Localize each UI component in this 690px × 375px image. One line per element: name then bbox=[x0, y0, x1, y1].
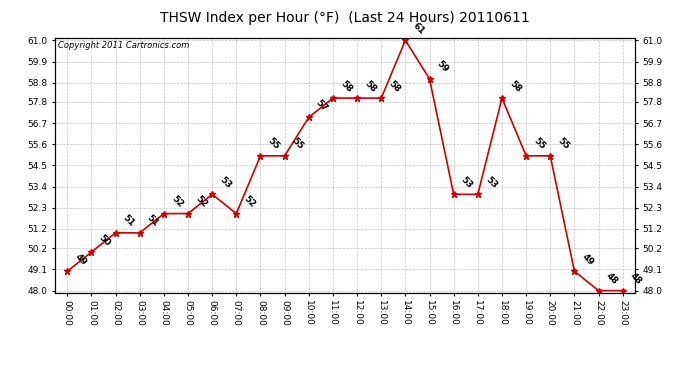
Text: 59: 59 bbox=[435, 59, 451, 75]
Text: 53: 53 bbox=[460, 175, 475, 190]
Text: 53: 53 bbox=[484, 175, 499, 190]
Text: 52: 52 bbox=[170, 194, 185, 209]
Text: 58: 58 bbox=[508, 79, 523, 94]
Text: 55: 55 bbox=[266, 136, 282, 152]
Text: 61: 61 bbox=[411, 21, 426, 36]
Text: 55: 55 bbox=[556, 136, 571, 152]
Text: THSW Index per Hour (°F)  (Last 24 Hours) 20110611: THSW Index per Hour (°F) (Last 24 Hours)… bbox=[160, 11, 530, 25]
Text: 51: 51 bbox=[121, 213, 137, 229]
Text: 52: 52 bbox=[194, 194, 209, 209]
Text: 58: 58 bbox=[363, 79, 378, 94]
Text: 48: 48 bbox=[629, 271, 644, 286]
Text: 53: 53 bbox=[218, 175, 233, 190]
Text: 48: 48 bbox=[604, 271, 620, 286]
Text: 50: 50 bbox=[97, 233, 112, 248]
Text: 57: 57 bbox=[315, 98, 330, 113]
Text: 49: 49 bbox=[580, 252, 595, 267]
Text: 51: 51 bbox=[146, 213, 161, 229]
Text: 49: 49 bbox=[73, 252, 88, 267]
Text: 55: 55 bbox=[532, 136, 547, 152]
Text: Copyright 2011 Cartronics.com: Copyright 2011 Cartronics.com bbox=[58, 41, 190, 50]
Text: 52: 52 bbox=[242, 194, 257, 209]
Text: 58: 58 bbox=[339, 79, 354, 94]
Text: 58: 58 bbox=[387, 79, 402, 94]
Text: 55: 55 bbox=[290, 136, 306, 152]
